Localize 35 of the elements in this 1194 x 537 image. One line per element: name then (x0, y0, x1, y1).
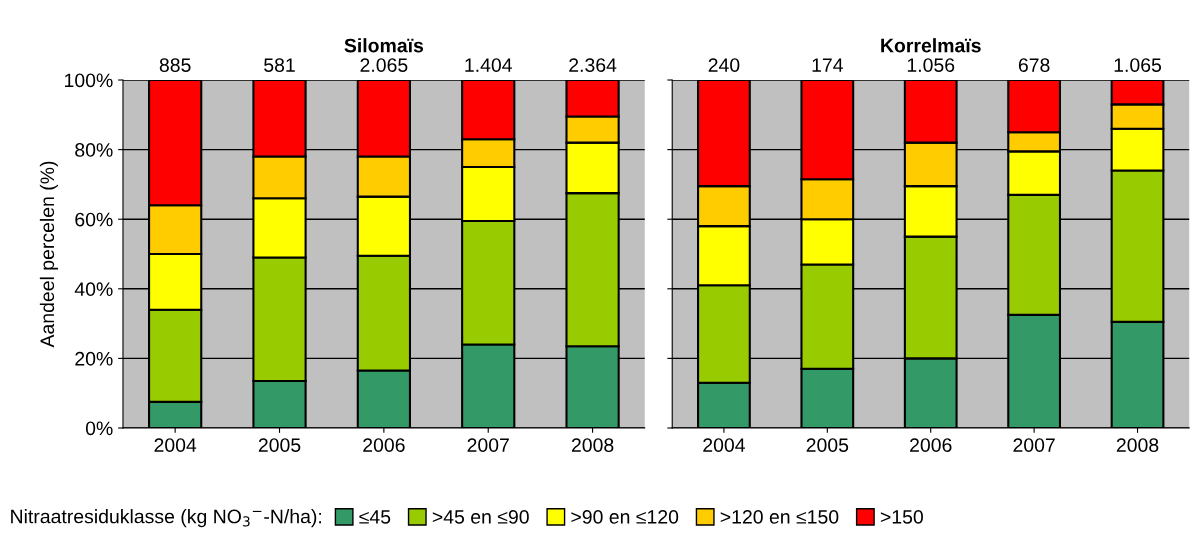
x-tick-label: 2006 (363, 438, 405, 452)
x-tick-label: 2008 (571, 438, 614, 452)
legend-title: Nitraatresiduklasse (kg NO$_{3}$$^{−}$-N/ha): (11, 509, 322, 528)
x-tick-label: 2005 (258, 438, 301, 452)
x-tick-label: 2007 (1013, 438, 1055, 452)
chart-title: Silomaïs (344, 38, 424, 53)
y-tick-label: 60% (75, 212, 113, 227)
x-tick-label: 2005 (806, 438, 849, 452)
annotation: 1.056 (907, 58, 955, 72)
legend-label: ≤45 (359, 510, 391, 524)
annotation: 1.065 (1114, 58, 1162, 72)
y-tick-label: 100% (65, 73, 113, 88)
y-tick-label: 0% (85, 421, 113, 436)
annotation: 1.404 (465, 58, 512, 72)
annotation: 885 (159, 58, 191, 72)
x-tick-label: 2004 (703, 438, 745, 452)
annotation: 2.364 (569, 58, 617, 72)
y-tick-label: 20% (75, 351, 113, 366)
x-tick-label: 2004 (154, 438, 197, 452)
chart-title: Korrelmaïs (881, 38, 981, 53)
y-axis-title: Aandeel percelen (%) (39, 161, 58, 348)
x-tick-label: 2008 (1116, 438, 1159, 452)
x-tick-label: 2007 (467, 438, 509, 452)
annotation: 174 (812, 58, 843, 72)
y-tick-label: 80% (75, 143, 113, 157)
legend-label: >150 (880, 510, 923, 524)
x-tick-label: 2006 (910, 438, 952, 452)
annotation: 678 (1018, 58, 1050, 72)
legend-label: >90 en ≤120 (571, 510, 679, 524)
legend-label: >45 en ≤90 (432, 510, 529, 524)
annotation: 581 (264, 58, 295, 72)
y-tick-label: 40% (74, 282, 113, 297)
annotation: 240 (708, 58, 740, 72)
annotation: 2.065 (360, 58, 408, 72)
legend-label: >120 en ≤150 (720, 510, 839, 524)
